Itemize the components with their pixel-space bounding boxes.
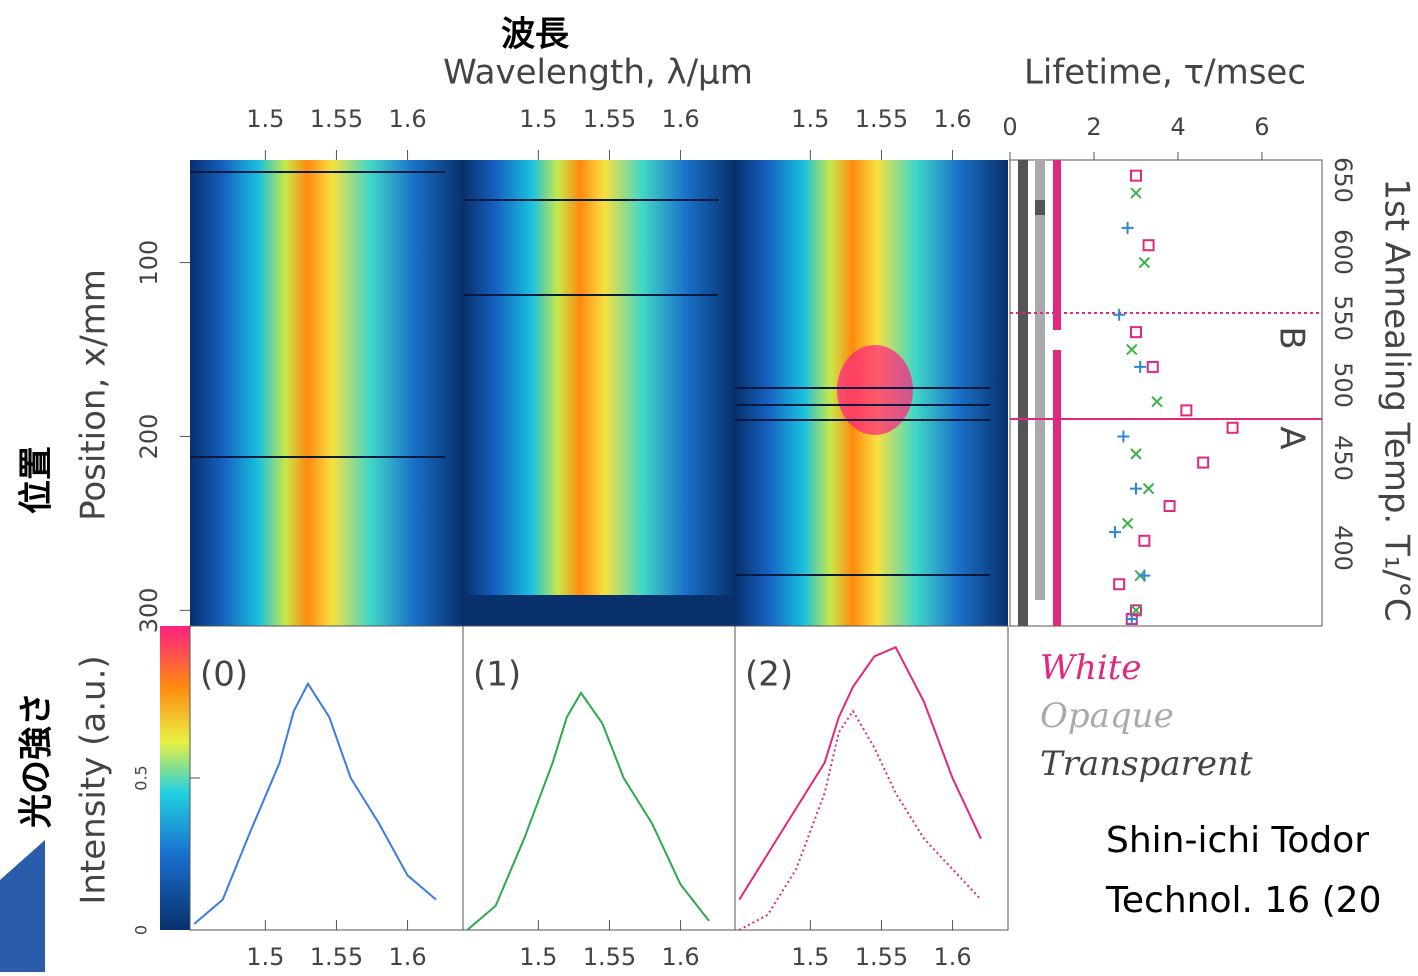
- heatmap: [190, 160, 463, 626]
- y-tick-label: 0.5: [132, 765, 151, 790]
- point: [1126, 343, 1138, 356]
- point: [1117, 430, 1130, 443]
- x-tick-label: 2: [1086, 113, 1101, 141]
- annealing-tick: 450: [1329, 435, 1357, 481]
- heatmaps: [160, 160, 1008, 930]
- y-tick-label: 0: [132, 925, 151, 935]
- point: [1180, 404, 1193, 417]
- point: [1129, 326, 1142, 339]
- jp-position: 位置: [17, 446, 57, 514]
- annealing-tick: 650: [1329, 157, 1357, 203]
- intensity-curve: [466, 691, 710, 931]
- x-tick-label: 1.6: [933, 943, 971, 971]
- wavelength-label: Wavelength, λ/μm: [443, 53, 753, 93]
- x-tick-label: 1.6: [661, 105, 699, 133]
- point: [1130, 448, 1142, 460]
- x-tick-label: 1.55: [310, 943, 363, 971]
- annealing-tick: 600: [1329, 229, 1357, 275]
- marker-a: A: [1272, 426, 1312, 449]
- x-tick-label: 1.6: [933, 105, 971, 133]
- y-tick-label: 200: [135, 414, 163, 460]
- annealing-tick: 400: [1329, 525, 1357, 571]
- point: [1129, 169, 1142, 182]
- x-tick-label: 0: [1002, 113, 1017, 141]
- position-label: Position, x/mm: [74, 269, 114, 521]
- panel-label: (1): [473, 655, 521, 695]
- heatmap-edge: [463, 595, 735, 626]
- x-tick-label: 1.5: [791, 943, 829, 971]
- citation: Shin-ichi Todor: [1106, 820, 1369, 861]
- annealing-tick: 500: [1329, 362, 1357, 408]
- citation: Technol. 16 (20: [1105, 880, 1381, 921]
- intensity-curve: [193, 681, 437, 925]
- hotspot: [837, 345, 913, 435]
- point: [1138, 569, 1151, 582]
- point: [1163, 500, 1176, 513]
- x-tick-label: 1.55: [583, 105, 636, 133]
- x-tick-label: 1.6: [388, 943, 426, 971]
- jp-wavelength: 波長: [501, 15, 570, 55]
- colorbar: [160, 626, 190, 930]
- point: [1226, 421, 1239, 434]
- point: [1113, 578, 1126, 591]
- point: [1134, 360, 1147, 373]
- panel-label: (0): [200, 655, 248, 695]
- legend-transparent: Transparent: [1040, 744, 1253, 784]
- jp-intensity: 光の強さ: [17, 692, 57, 828]
- x-tick-label: 4: [1170, 113, 1185, 141]
- legend-white: White: [1040, 648, 1142, 688]
- point: [1113, 308, 1126, 321]
- point: [1121, 221, 1134, 234]
- x-tick-label: 1.5: [519, 105, 557, 133]
- intensity-curve: [738, 646, 982, 901]
- x-tick-label: 1.55: [855, 943, 908, 971]
- x-tick-label: 1.5: [246, 105, 284, 133]
- point: [1138, 534, 1151, 547]
- intensity-curve: [738, 709, 982, 931]
- annealing-label: 1st Annealing Temp. T₁/°C: [1377, 178, 1417, 621]
- slide-decoration: [0, 840, 45, 972]
- point: [1138, 256, 1151, 269]
- x-tick-label: 1.6: [388, 105, 426, 133]
- point: [1142, 239, 1155, 252]
- intensity-label: Intensity (a.u.): [74, 655, 114, 904]
- x-tick-label: 1.5: [519, 943, 557, 971]
- point: [1151, 395, 1163, 408]
- x-tick-label: 1.55: [583, 943, 636, 971]
- marker-b: B: [1272, 326, 1312, 349]
- y-tick-label: 300: [135, 587, 163, 633]
- annealing-tick: 550: [1329, 295, 1357, 341]
- point: [1130, 187, 1142, 199]
- legend-opaque: Opaque: [1040, 696, 1174, 736]
- x-tick-label: 1.5: [791, 105, 829, 133]
- x-tick-label: 1.55: [310, 105, 363, 133]
- point: [1197, 456, 1210, 469]
- strips: [1018, 160, 1061, 626]
- point: [1129, 482, 1142, 495]
- x-tick-label: 1.6: [661, 943, 699, 971]
- point: [1108, 526, 1121, 539]
- x-tick-label: 1.5: [246, 943, 284, 971]
- y-tick-label: 100: [135, 240, 163, 286]
- point: [1146, 360, 1159, 373]
- point: [1125, 613, 1138, 626]
- x-tick-label: 6: [1254, 113, 1269, 141]
- point: [1121, 517, 1134, 530]
- lifetime-label: Lifetime, τ/msec: [1024, 53, 1306, 93]
- panel-label: (2): [745, 655, 793, 695]
- heatmap: [463, 160, 735, 626]
- x-tick-label: 1.55: [855, 105, 908, 133]
- point: [1142, 482, 1155, 495]
